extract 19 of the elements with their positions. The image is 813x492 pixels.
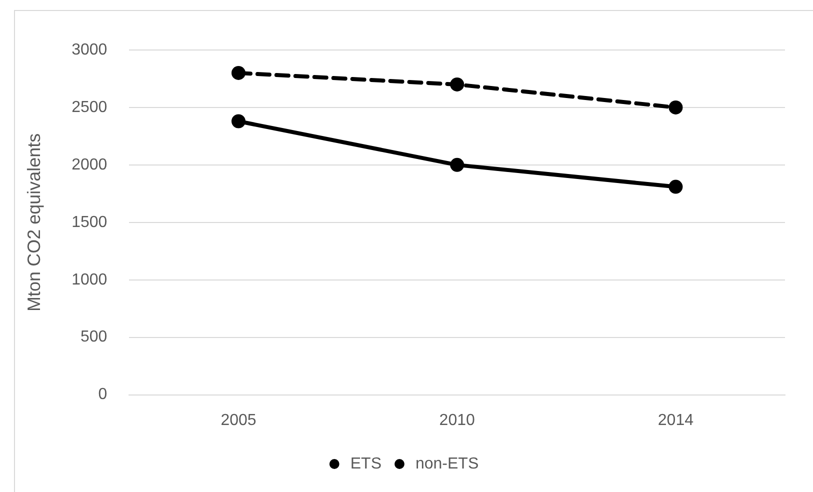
y-tick-label: 500 <box>80 328 108 346</box>
point <box>231 114 246 128</box>
x-tick-label: 2014 <box>658 412 694 429</box>
y-axis-title: Mton CO2 equivalents <box>24 133 44 312</box>
point <box>668 100 683 114</box>
y-tick-label: 0 <box>98 386 108 404</box>
legend-label: ETS <box>350 455 382 472</box>
y-tick-label: 2500 <box>72 98 108 116</box>
point <box>231 66 246 80</box>
x-tick-label: 2005 <box>220 412 256 429</box>
point <box>450 158 464 172</box>
x-tick-label: 2010 <box>439 412 475 429</box>
point <box>668 180 683 194</box>
legend-label: non-ETS <box>415 455 479 472</box>
y-tick-label: 1500 <box>72 214 108 231</box>
point <box>450 77 464 92</box>
y-tick-label: 2000 <box>72 156 108 174</box>
y-tick-label: 3000 <box>72 41 108 58</box>
y-tick-label: 1000 <box>72 271 108 288</box>
